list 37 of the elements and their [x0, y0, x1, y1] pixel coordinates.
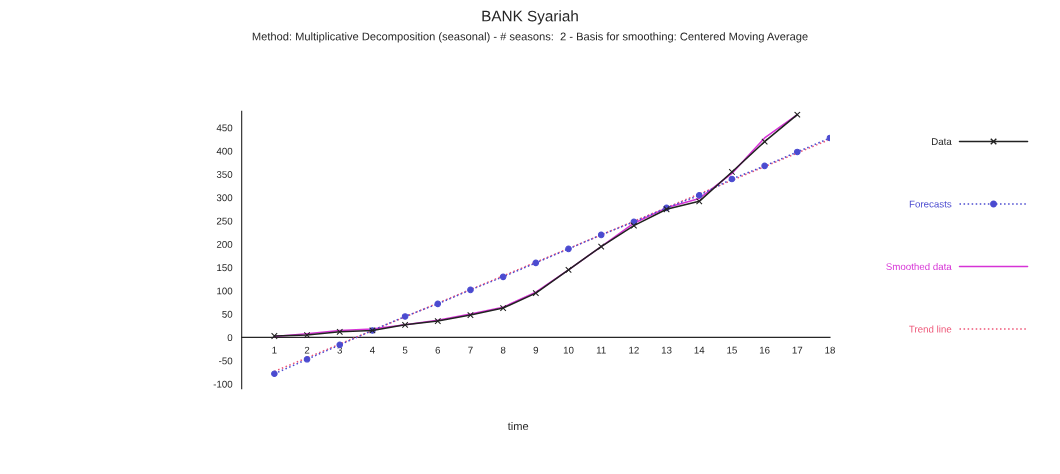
- y-tick-label: 200: [216, 240, 233, 248]
- y-tick-label: 400: [216, 147, 233, 155]
- y-tick-label: 450: [216, 124, 233, 132]
- y-tick-label: 300: [216, 194, 233, 202]
- y-tick-label: 100: [217, 287, 233, 295]
- y-tick-label: 0: [227, 334, 233, 342]
- text: Smoothed data: [886, 262, 952, 271]
- y-tick-label: 350: [216, 171, 233, 178]
- x-tick-label: 9: [533, 346, 539, 354]
- y-tick-label: 50: [222, 310, 233, 318]
- text: Data: [931, 138, 952, 145]
- x-tick-label: 4: [369, 346, 375, 354]
- chart-subtitle: Method: Multiplicative Decomposition (seasonal) - # seasons: 2 - Basis for smoothing: Centered Moving Average: [252, 32, 808, 43]
- x-tick-label: 11: [596, 346, 606, 354]
- y-tick-label: -100: [213, 380, 233, 388]
- x-tick-label: 7: [468, 346, 473, 354]
- x-tick-label: 8: [500, 346, 506, 354]
- x-tick-label: 12: [629, 346, 639, 354]
- x-tick-label: 5: [402, 346, 408, 354]
- x-tick-label: 2: [304, 346, 310, 354]
- text: Trend line: [909, 325, 952, 333]
- x-tick-label: 17: [792, 346, 803, 354]
- x-tick-label: 3: [337, 346, 343, 354]
- text: Forecasts: [909, 200, 952, 208]
- x-tick-label: 16: [759, 346, 770, 354]
- x-tick-label: 18: [825, 346, 835, 354]
- x-tick-label: 14: [694, 346, 705, 354]
- x-tick-label: 13: [661, 346, 672, 354]
- x-tick-label: 15: [727, 346, 737, 354]
- x-tick-label: 10: [563, 346, 574, 354]
- y-tick-label: 150: [217, 264, 233, 272]
- x-tick-label: 1: [272, 346, 277, 354]
- x-axis-title: time: [507, 421, 529, 431]
- y-tick-label: 250: [216, 217, 233, 225]
- x-tick-label: 6: [435, 346, 441, 354]
- chart-title: BANK Syariah: [482, 10, 578, 25]
- y-tick-label: -50: [219, 357, 233, 365]
